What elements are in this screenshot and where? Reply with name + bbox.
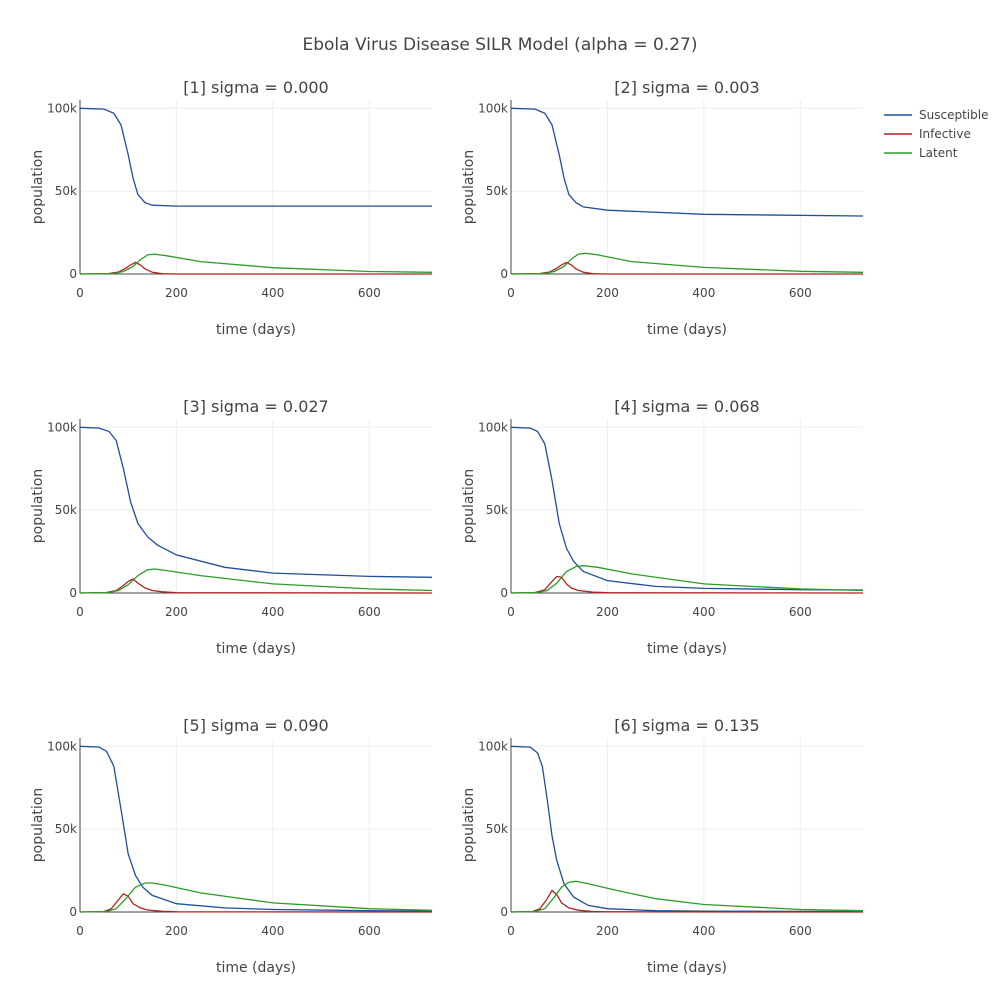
x-axis-label: time (days)	[216, 960, 296, 976]
series-line-susceptible	[510, 745, 864, 913]
y-tick-label: 50k	[55, 184, 77, 198]
y-tick-label: 0	[500, 905, 508, 919]
y-tick-label: 0	[69, 905, 77, 919]
x-tick-label: 600	[358, 924, 381, 938]
y-axis-label: population	[30, 150, 46, 225]
x-axis-label: time (days)	[216, 322, 296, 338]
subplot-title: [1] sigma = 0.000	[183, 78, 328, 97]
y-tick-label: 50k	[55, 822, 77, 836]
series-line-infective	[510, 575, 864, 594]
series-line-susceptible	[79, 426, 433, 578]
y-tick-label: 50k	[486, 822, 508, 836]
y-axis-label: population	[30, 469, 46, 544]
x-tick-label: 600	[789, 605, 812, 619]
series-line-susceptible	[510, 107, 864, 217]
series-line-latent	[510, 880, 864, 913]
y-tick-label: 0	[69, 267, 77, 281]
subplot-title: [6] sigma = 0.135	[614, 716, 759, 735]
series-line-susceptible	[510, 426, 864, 591]
y-tick-label: 0	[69, 586, 77, 600]
x-axis-label: time (days)	[647, 322, 727, 338]
x-tick-label: 400	[692, 286, 715, 300]
legend: Susceptible Infective Latent	[884, 108, 988, 160]
y-axis-label: population	[461, 150, 477, 225]
legend-label: Latent	[919, 146, 958, 160]
y-axis-label: population	[461, 469, 477, 544]
x-tick-label: 200	[165, 605, 188, 619]
x-tick-label: 600	[358, 286, 381, 300]
y-tick-label: 100k	[47, 101, 77, 115]
y-tick-label: 50k	[486, 503, 508, 517]
x-tick-label: 200	[165, 924, 188, 938]
subplot-2: [2] sigma = 0.003 0 200 400 600 0 50k 100k time …	[461, 78, 864, 338]
series-line-latent	[510, 565, 864, 594]
series-line-latent	[79, 568, 433, 594]
y-tick-label: 100k	[47, 739, 77, 753]
subplot-6: [6] sigma = 0.135 0 200 400 600 0 50k 100k time …	[461, 716, 864, 976]
x-tick-label: 0	[507, 924, 515, 938]
subplot-title: [5] sigma = 0.090	[183, 716, 328, 735]
y-axis-label: population	[30, 788, 46, 863]
x-tick-label: 400	[261, 286, 284, 300]
series-line-latent	[79, 253, 433, 275]
x-tick-label: 400	[261, 605, 284, 619]
subplot-5: [5] sigma = 0.090 0 200 400 600 0 50k 100k time …	[30, 716, 433, 976]
series-line-infective	[79, 892, 433, 913]
subplot-4: [4] sigma = 0.068 0 200 400 600 0 50k 100k time …	[461, 397, 864, 657]
legend-item-infective[interactable]: Infective	[884, 127, 971, 141]
x-tick-label: 0	[76, 605, 84, 619]
series-line-latent	[510, 252, 864, 275]
subplot-title: [3] sigma = 0.027	[183, 397, 328, 416]
series-line-latent	[79, 882, 433, 913]
legend-label: Susceptible	[919, 108, 988, 122]
x-tick-label: 400	[261, 924, 284, 938]
x-tick-label: 0	[76, 286, 84, 300]
main-title: Ebola Virus Disease SILR Model (alpha = …	[303, 35, 698, 55]
x-tick-label: 200	[165, 286, 188, 300]
x-axis-label: time (days)	[647, 641, 727, 657]
subplot-1: [1] sigma = 0.000 0 200 400 600 0 50k 100k time …	[30, 78, 433, 338]
x-axis-label: time (days)	[216, 641, 296, 657]
y-tick-label: 100k	[47, 420, 77, 434]
x-tick-label: 0	[76, 924, 84, 938]
x-tick-label: 600	[789, 924, 812, 938]
y-tick-label: 100k	[478, 739, 508, 753]
legend-label: Infective	[919, 127, 971, 141]
y-tick-label: 0	[500, 267, 508, 281]
x-tick-label: 0	[507, 605, 515, 619]
y-axis-label: population	[461, 788, 477, 863]
series-line-susceptible	[79, 107, 432, 207]
x-tick-label: 200	[596, 924, 619, 938]
series-line-susceptible	[79, 745, 433, 912]
series-line-infective	[510, 261, 863, 275]
x-tick-label: 200	[596, 286, 619, 300]
legend-item-susceptible[interactable]: Susceptible	[884, 108, 988, 122]
subplot-title: [4] sigma = 0.068	[614, 397, 759, 416]
subplot-title: [2] sigma = 0.003	[614, 78, 759, 97]
series-line-infective	[510, 889, 864, 913]
y-tick-label: 0	[500, 586, 508, 600]
y-tick-label: 50k	[55, 503, 77, 517]
x-tick-label: 400	[692, 924, 715, 938]
y-tick-label: 50k	[486, 184, 508, 198]
subplot-3: [3] sigma = 0.027 0 200 400 600 0 50k 100k time …	[30, 397, 433, 657]
x-axis-label: time (days)	[647, 960, 727, 976]
x-tick-label: 600	[358, 605, 381, 619]
x-tick-label: 400	[692, 605, 715, 619]
x-tick-label: 200	[596, 605, 619, 619]
legend-item-latent[interactable]: Latent	[884, 146, 958, 160]
subplot-grid: [1] sigma = 0.000 0 200 400 600 0 50k 100k time …	[30, 78, 864, 976]
y-tick-label: 100k	[478, 420, 508, 434]
y-tick-label: 100k	[478, 101, 508, 115]
x-tick-label: 0	[507, 286, 515, 300]
x-tick-label: 600	[789, 286, 812, 300]
